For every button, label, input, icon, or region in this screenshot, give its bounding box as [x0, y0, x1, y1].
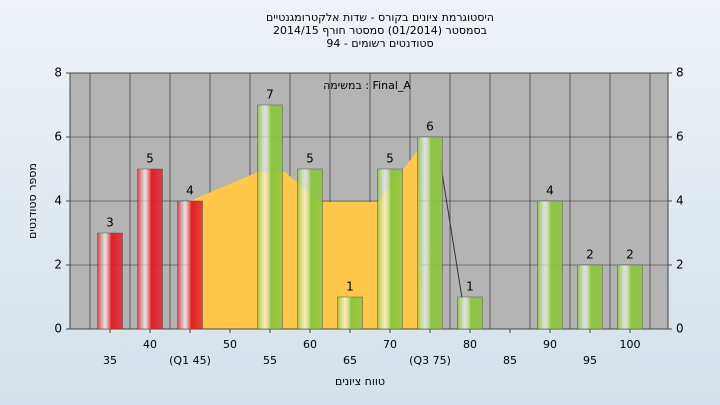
- value-label: 1: [346, 280, 354, 294]
- x-tick-label: 90: [543, 338, 557, 351]
- value-label: 2: [626, 248, 634, 262]
- value-label: 6: [426, 120, 434, 134]
- title-line: בסמסטר (01/2014) סמסטר חורף 2014/15: [273, 24, 487, 37]
- bar: [137, 168, 163, 330]
- title-line: היסטוגרמת ציונים בקורס - שדות אלקטרומגנט…: [266, 11, 494, 24]
- y-tick-label: 2: [54, 258, 62, 272]
- quartile-line: [439, 159, 463, 299]
- bar: [97, 232, 123, 330]
- y2-tick-label: 2: [676, 258, 684, 272]
- x-tick-label: 95: [583, 354, 597, 367]
- value-label: 3: [106, 216, 114, 230]
- x-tick-label: 40: [143, 338, 157, 351]
- x-tick-label: 65: [343, 354, 357, 367]
- value-label: 4: [186, 184, 194, 198]
- bar: [177, 200, 203, 330]
- annotation: במשימה : Final_A: [323, 79, 411, 92]
- value-label: 2: [586, 248, 594, 262]
- x-tick-label: 50: [223, 338, 237, 351]
- y-tick-label: 0: [54, 322, 62, 336]
- bar: [257, 104, 283, 330]
- bar: [417, 136, 443, 330]
- x-tick-label: 35: [103, 354, 117, 367]
- value-label: 5: [146, 152, 154, 166]
- y-axis-label: מספר סטודנטים: [26, 163, 39, 239]
- x-tick-label: 70: [383, 338, 397, 351]
- bar: [537, 200, 563, 330]
- x-tick-label: 80: [463, 338, 477, 351]
- bar: [377, 168, 403, 330]
- y-tick-label: 4: [54, 194, 62, 208]
- y2-tick-label: 0: [676, 322, 684, 336]
- x-tick-label: 55: [263, 354, 277, 367]
- x-tick-label: (Q1 45): [169, 354, 211, 367]
- value-label: 5: [386, 152, 394, 166]
- title-line: סטודנטים רשומים - 94: [326, 37, 433, 50]
- bar: [297, 168, 323, 330]
- x-tick-label: (Q3 75): [409, 354, 451, 367]
- bar: [577, 264, 603, 330]
- y-tick-label: 6: [54, 130, 62, 144]
- x-tick-label: 60: [303, 338, 317, 351]
- x-axis-label: טווח ציונים: [335, 375, 385, 388]
- x-tick-label: 100: [620, 338, 641, 351]
- x-tick-label: 85: [503, 354, 517, 367]
- value-label: 1: [466, 280, 474, 294]
- y-tick-label: 8: [54, 66, 62, 80]
- value-label: 7: [266, 88, 274, 102]
- value-label: 5: [306, 152, 314, 166]
- y2-tick-label: 8: [676, 66, 684, 80]
- bar: [337, 296, 363, 330]
- value-label: 4: [546, 184, 554, 198]
- y2-tick-label: 4: [676, 194, 684, 208]
- bar: [457, 296, 483, 330]
- bar: [617, 264, 643, 330]
- y2-tick-label: 6: [676, 130, 684, 144]
